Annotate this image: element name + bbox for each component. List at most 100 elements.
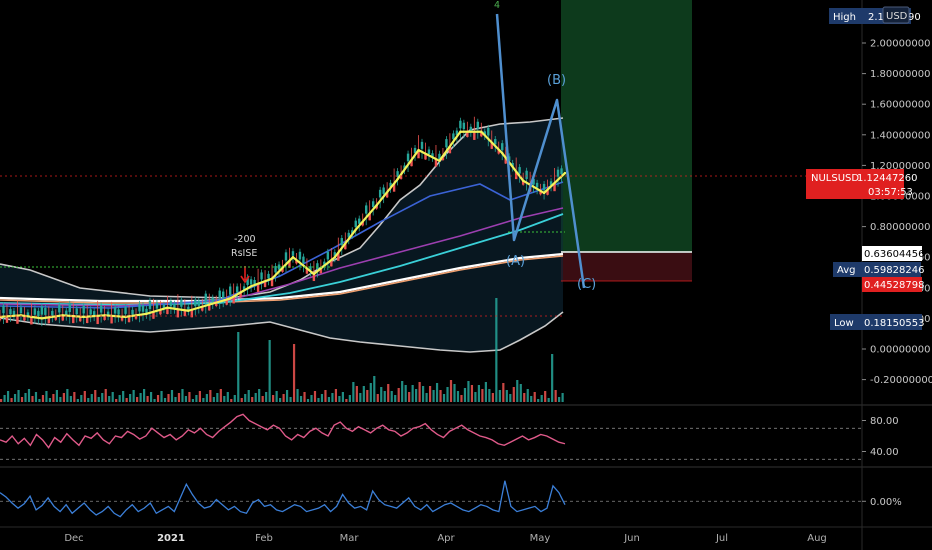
candle-body [72, 316, 75, 324]
volume-bar [6, 391, 10, 402]
target-green-zone [561, 0, 692, 252]
candle-body [5, 316, 9, 323]
volume-bar [338, 396, 341, 402]
bollinger-lower [0, 311, 564, 353]
candle-body [51, 310, 54, 316]
candle-body [337, 252, 340, 261]
volume-bar [432, 390, 435, 402]
candle-body [490, 142, 493, 149]
y-tick-label: 1.60000000 [870, 100, 930, 111]
candle-body [263, 281, 267, 287]
volume-bar [261, 396, 264, 402]
volume-bar [509, 394, 512, 402]
volume-bar [258, 389, 261, 402]
volume-bar [484, 382, 487, 402]
volume-bar [118, 395, 121, 402]
candle-body [483, 131, 486, 135]
candle-body [494, 139, 497, 145]
y-tick-label: 1.80000000 [870, 69, 930, 80]
x-tick-label: Dec [64, 533, 83, 544]
volume-bar [491, 393, 494, 402]
volume-bar [334, 389, 338, 402]
price-point [249, 285, 253, 288]
candle-body [319, 268, 323, 274]
candle-body [155, 302, 159, 309]
candle-body [305, 268, 309, 274]
candle-body [487, 127, 490, 136]
volume-bar [275, 391, 278, 402]
volume-bar [212, 397, 215, 402]
volume-bar [390, 391, 393, 402]
volume-bar [3, 395, 6, 402]
ema-long-white [0, 252, 564, 303]
volume-bar [401, 381, 404, 402]
candle-body [204, 293, 207, 302]
volume-bar [306, 399, 310, 402]
candle-body [354, 220, 357, 228]
volume-bar [449, 380, 453, 402]
x-tick-label: May [530, 533, 551, 544]
y-tick-label: 1.40000000 [870, 130, 930, 141]
volume-bar [163, 398, 167, 402]
volume-bar [498, 390, 501, 402]
volume-bar [526, 389, 529, 402]
candle-body [323, 261, 326, 266]
bollinger-bands [0, 117, 564, 353]
rsi-tick-label: 40.00 [870, 447, 899, 458]
candle-body [284, 252, 288, 261]
current-symbol: NULSUSD [811, 173, 859, 184]
low-badge [830, 314, 922, 330]
candle-body [455, 130, 459, 136]
volume-bar [383, 391, 386, 402]
price-point [417, 148, 420, 152]
time-axis[interactable]: Dec 2021 Feb Mar Apr May Jun Jul Aug [64, 533, 826, 544]
volume-bar [554, 390, 557, 402]
candle-body [378, 189, 382, 198]
volume-bar [404, 385, 407, 402]
candle-body [535, 182, 539, 188]
wave-4-label: 4 [494, 0, 500, 11]
price-point [145, 312, 148, 316]
currency-label[interactable]: USD [886, 11, 908, 22]
candle-body [309, 266, 312, 271]
candle-body [403, 165, 406, 169]
candle-body [169, 301, 173, 307]
y-tick-label: 0.80000000 [870, 222, 930, 233]
volume-bar [20, 397, 24, 402]
stop-badge-value: 0.44528798 [864, 280, 924, 291]
volume-bar [422, 386, 425, 402]
volume-bar [34, 392, 38, 402]
volume-bar [219, 389, 222, 402]
volume-bar [244, 394, 247, 402]
elliott-waves [495, 13, 586, 289]
candle-body [480, 131, 483, 137]
volume-bar [59, 397, 62, 402]
candle-body [152, 311, 155, 319]
volume-bar [418, 382, 421, 402]
volume-bar [170, 390, 174, 402]
volume-bar [83, 391, 86, 402]
volume-bar [62, 393, 65, 402]
candle-body [222, 291, 225, 298]
volume-bar [551, 354, 554, 402]
currency-badge[interactable] [882, 6, 910, 24]
volume-bar [359, 393, 362, 402]
candle-body [382, 187, 385, 194]
candle-body [445, 139, 448, 148]
candle-body [542, 183, 546, 191]
volume-bar [216, 393, 219, 402]
volume-bar [366, 390, 369, 402]
candle-body [295, 260, 298, 264]
candle-body [211, 297, 214, 303]
volume-bar [13, 394, 17, 402]
volume-bar [188, 392, 191, 402]
bollinger-fill [0, 118, 563, 352]
candle-body [427, 149, 431, 155]
volume-bar [48, 398, 52, 402]
candle-body [406, 153, 410, 162]
price-axis[interactable]: 2.00000000 1.80000000 1.60000000 1.40000000… [862, 39, 932, 508]
volume-bar [251, 397, 254, 402]
ema-long [0, 255, 564, 304]
candle-body [525, 170, 528, 179]
